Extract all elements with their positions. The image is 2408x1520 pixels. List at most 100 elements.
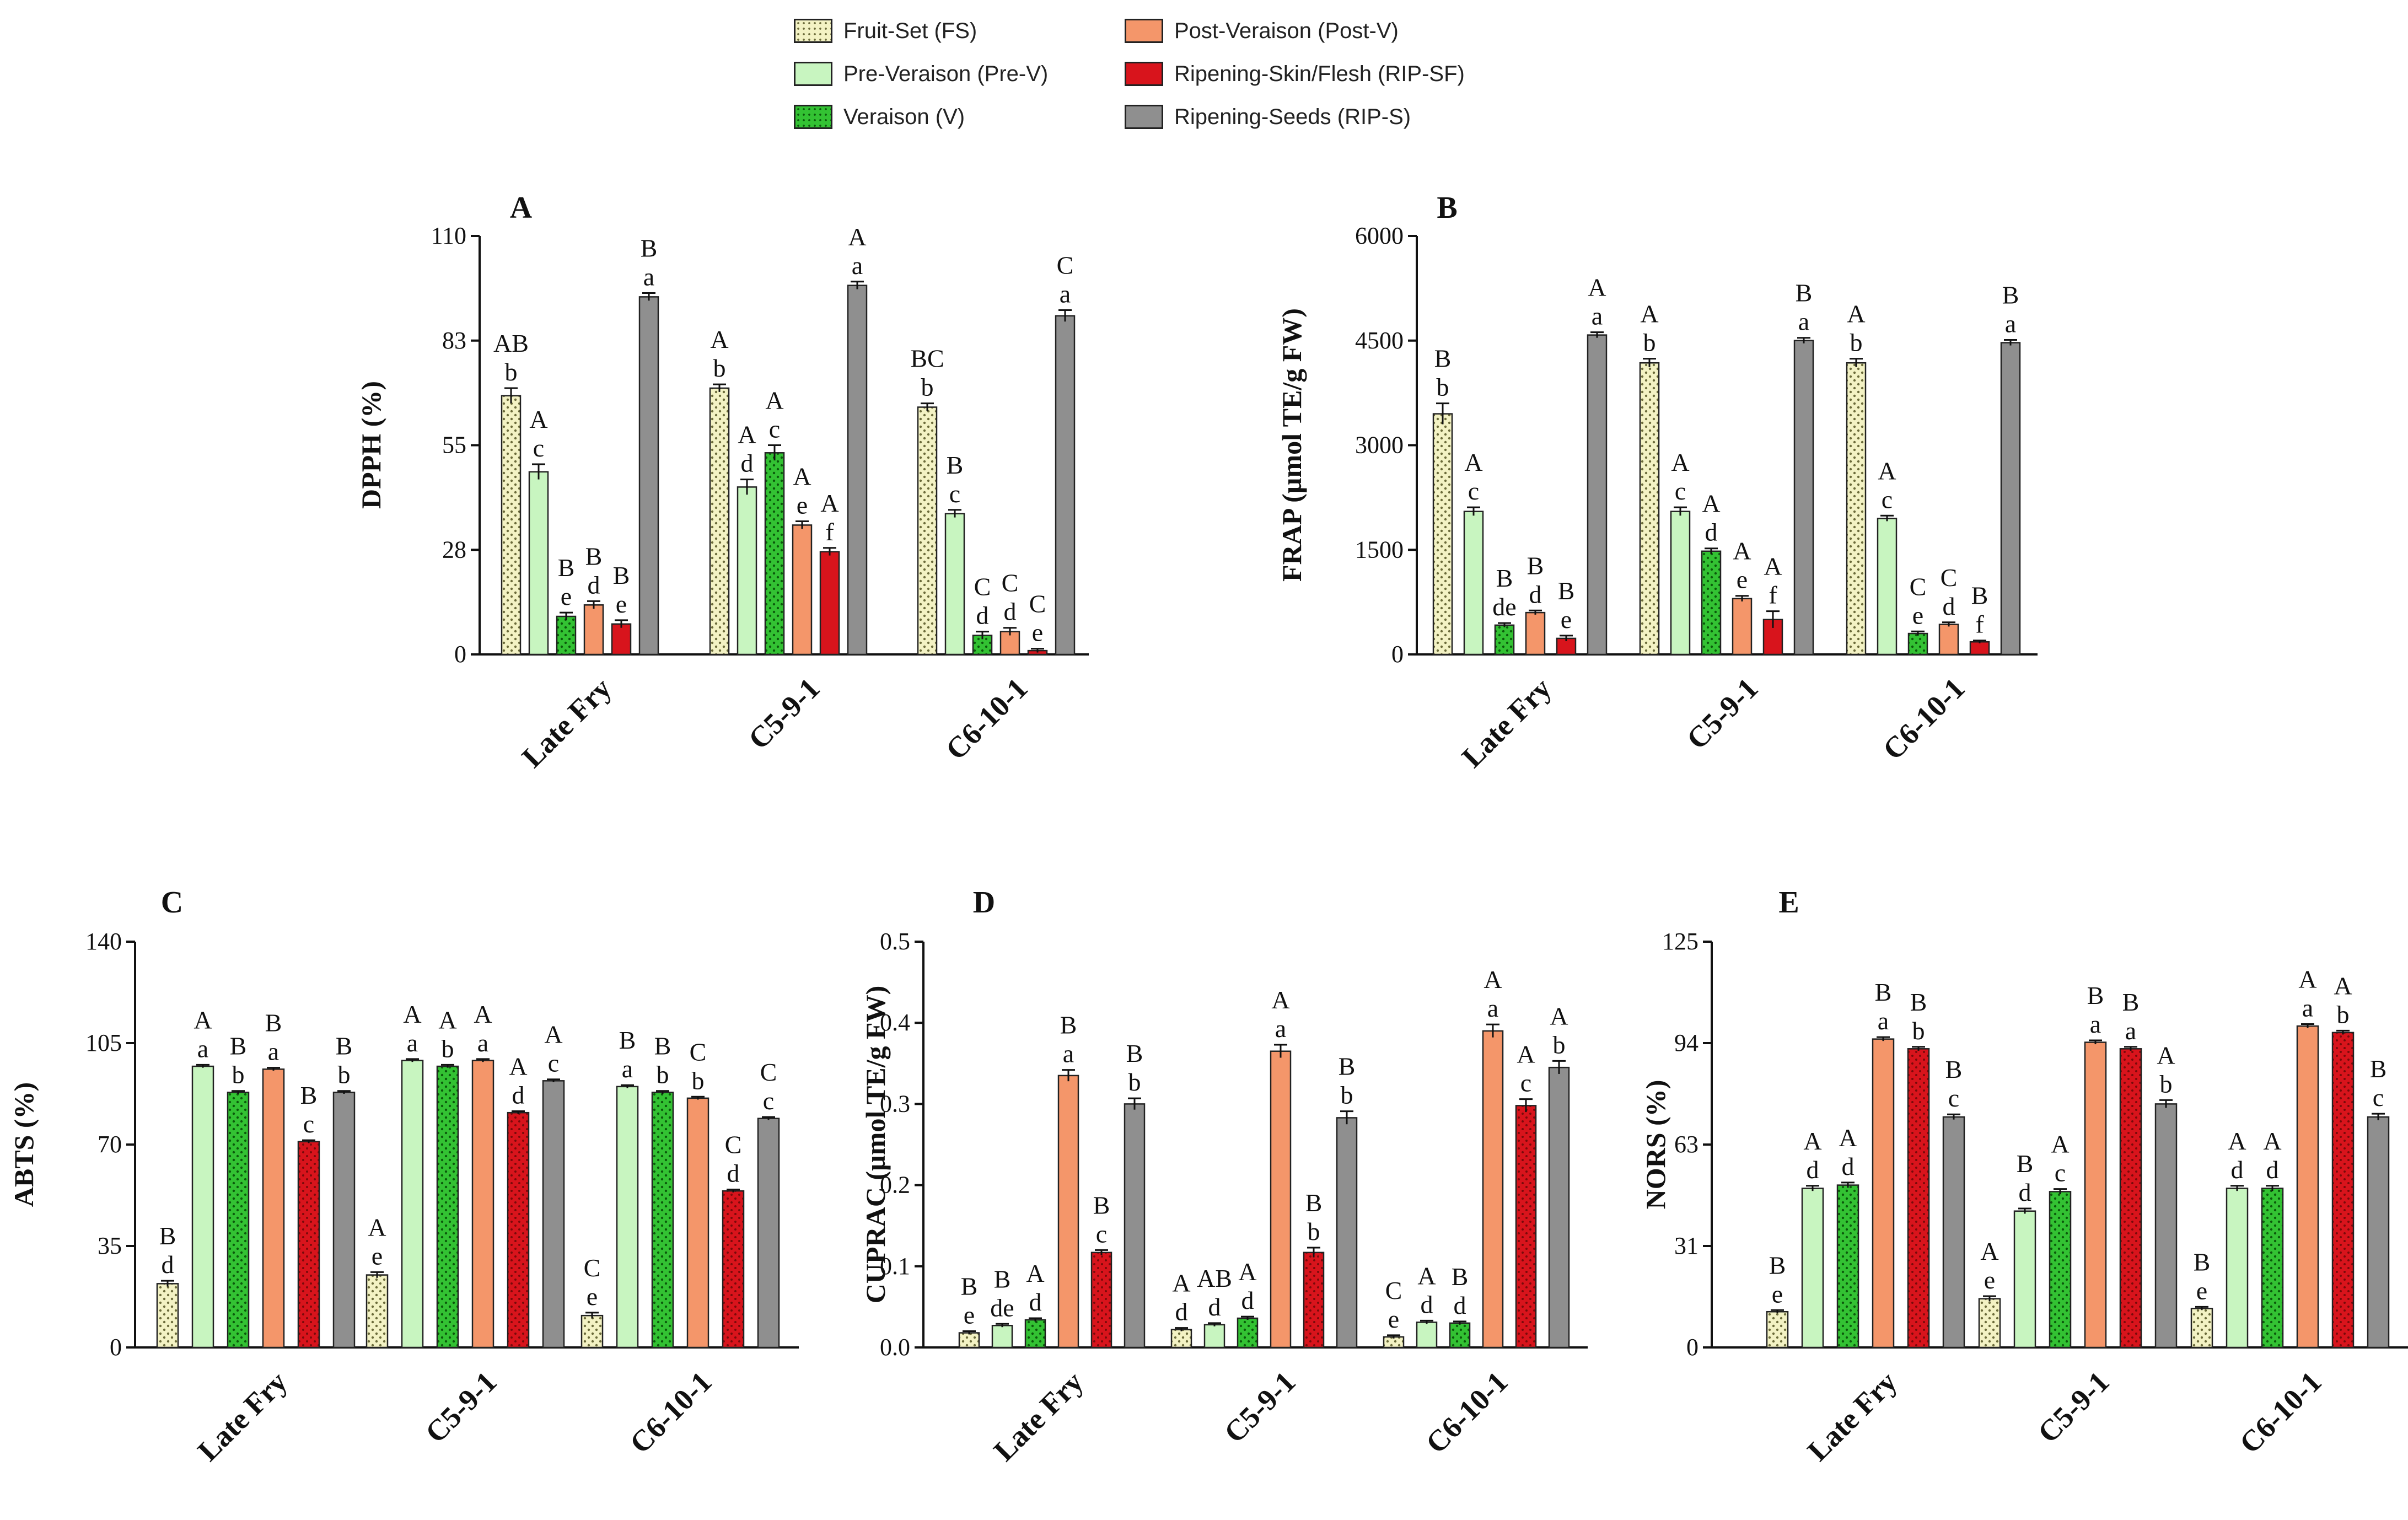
y-tick-label: 0 bbox=[110, 1334, 122, 1361]
legend-label: Veraison (V) bbox=[843, 104, 965, 129]
significance-letter-lower: b bbox=[232, 1061, 245, 1089]
bar bbox=[1055, 315, 1076, 656]
bar bbox=[1203, 1324, 1226, 1349]
significance-letter-lower: c bbox=[1675, 477, 1686, 505]
legend-label: Fruit-Set (FS) bbox=[843, 18, 977, 43]
bar bbox=[1237, 1317, 1259, 1349]
significance-letter-lower: d bbox=[162, 1250, 174, 1279]
bar bbox=[611, 623, 632, 656]
y-tick-label: 0.1 bbox=[880, 1253, 910, 1280]
significance-letter-lower: a bbox=[1275, 1014, 1286, 1043]
significance-letter-lower: de bbox=[990, 1293, 1014, 1322]
category-label: C6-10-1 bbox=[1877, 672, 1971, 766]
category-label: C6-10-1 bbox=[624, 1365, 718, 1460]
significance-letter-upper: B bbox=[585, 542, 603, 570]
legend-swatch bbox=[1125, 62, 1163, 86]
significance-letter-lower: a bbox=[1060, 280, 1071, 308]
significance-letter-lower: a bbox=[1798, 308, 1809, 336]
significance-letter-lower: d bbox=[1943, 592, 1955, 620]
panel-tag: A bbox=[510, 191, 533, 225]
bar bbox=[297, 1141, 320, 1349]
significance-letter-upper: A bbox=[2228, 1127, 2246, 1155]
significance-letter-upper: A bbox=[1550, 1002, 1568, 1030]
significance-letter-upper: B bbox=[2122, 988, 2140, 1016]
y-tick-label: 31 bbox=[1674, 1232, 1699, 1259]
bar bbox=[1463, 511, 1484, 656]
bar bbox=[156, 1283, 179, 1349]
significance-letter-upper: B bbox=[1452, 1263, 1469, 1291]
significance-letter-upper: B bbox=[336, 1032, 353, 1060]
legend-label: Pre-Veraison (Pre-V) bbox=[843, 61, 1049, 86]
significance-letter-lower: b bbox=[657, 1061, 669, 1089]
bar bbox=[1170, 1329, 1192, 1349]
bar bbox=[1124, 1103, 1146, 1349]
significance-letter-lower: c bbox=[303, 1110, 314, 1138]
significance-letter-lower: c bbox=[763, 1087, 774, 1115]
significance-letter-lower: a bbox=[2005, 309, 2016, 337]
significance-letter-lower: e bbox=[1912, 601, 1923, 629]
significance-letter-upper: C bbox=[1941, 563, 1958, 592]
significance-letter-lower: a bbox=[622, 1055, 633, 1083]
significance-letter-upper: B bbox=[654, 1032, 671, 1060]
significance-letter-lower: b bbox=[442, 1034, 454, 1062]
significance-letter-lower: d bbox=[1842, 1152, 1855, 1180]
bar bbox=[1877, 518, 1898, 656]
bar bbox=[1801, 1188, 1824, 1349]
significance-letter-upper: B bbox=[1945, 1055, 1963, 1083]
significance-letter-upper: A bbox=[1640, 300, 1658, 328]
category-label: C6-10-1 bbox=[1420, 1365, 1514, 1460]
category-label: Late Fry bbox=[1455, 672, 1558, 774]
bar bbox=[1872, 1038, 1895, 1349]
bar bbox=[262, 1068, 285, 1349]
significance-letter-upper: A bbox=[438, 1006, 456, 1034]
significance-letter-upper: C bbox=[974, 573, 991, 601]
bar bbox=[1907, 1048, 1930, 1349]
significance-letter-lower: a bbox=[643, 263, 654, 291]
bar bbox=[1336, 1117, 1358, 1349]
significance-letter-upper: B bbox=[961, 1272, 978, 1301]
bar bbox=[1701, 550, 1722, 656]
category-label: C5-9-1 bbox=[742, 672, 826, 756]
category-label: Late Fry bbox=[1801, 1365, 1904, 1468]
significance-letter-upper: C bbox=[1910, 572, 1927, 600]
significance-letter-lower: e bbox=[2196, 1276, 2207, 1304]
significance-letter-upper: B bbox=[300, 1081, 318, 1109]
significance-letter-upper: B bbox=[1971, 582, 1988, 610]
legend-label: Ripening-Seeds (RIP-S) bbox=[1174, 104, 1411, 129]
bar bbox=[227, 1092, 250, 1349]
category-label: Late Fry bbox=[191, 1365, 294, 1468]
bar bbox=[1525, 611, 1546, 656]
y-tick-label: 0.3 bbox=[880, 1090, 910, 1117]
significance-letter-upper: B bbox=[265, 1009, 282, 1037]
significance-letter-lower: c bbox=[2373, 1083, 2384, 1111]
significance-letter-lower: c bbox=[1096, 1220, 1107, 1248]
bar bbox=[917, 406, 938, 656]
significance-letter-upper: A bbox=[194, 1006, 212, 1034]
bar bbox=[1482, 1030, 1504, 1349]
significance-letter-lower: b bbox=[1308, 1217, 1320, 1245]
significance-letter-lower: d bbox=[1807, 1156, 1819, 1184]
y-tick-label: 3000 bbox=[1355, 432, 1404, 459]
y-tick-label: 0 bbox=[1391, 641, 1404, 668]
significance-letter-lower: f bbox=[1769, 581, 1777, 609]
significance-letter-upper: C bbox=[725, 1130, 742, 1158]
bar bbox=[1515, 1105, 1537, 1349]
bar bbox=[2367, 1116, 2390, 1349]
bar bbox=[2049, 1191, 2072, 1349]
significance-letter-upper: C bbox=[1057, 251, 1074, 280]
significance-letter-lower: d bbox=[1241, 1286, 1254, 1314]
significance-letter-lower: b bbox=[692, 1066, 705, 1094]
significance-letter-lower: d bbox=[1421, 1290, 1433, 1318]
significance-letter-lower: a bbox=[1592, 302, 1603, 330]
bar bbox=[944, 513, 965, 656]
significance-letter-upper: A bbox=[1172, 1269, 1190, 1297]
bar bbox=[1494, 624, 1515, 656]
y-tick-label: 35 bbox=[98, 1232, 122, 1259]
significance-letter-upper: A bbox=[710, 325, 728, 353]
bar bbox=[2154, 1103, 2178, 1349]
significance-letter-upper: B bbox=[1527, 551, 1544, 579]
significance-letter-upper: AB bbox=[1197, 1264, 1232, 1292]
bar bbox=[580, 1314, 604, 1349]
significance-letter-lower: d bbox=[588, 571, 600, 599]
